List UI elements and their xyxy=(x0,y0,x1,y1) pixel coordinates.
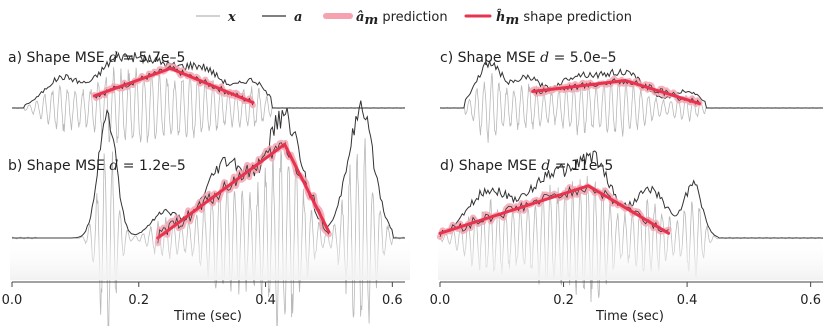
left-x-axis-label: Time (sec) xyxy=(173,309,242,324)
panel-b-title: b) Shape MSE d = 1.2e–5 xyxy=(8,158,186,174)
right-x-axis-label: Time (sec) xyxy=(595,309,664,324)
panel-d xyxy=(437,150,824,303)
left-x-axis: 0.0 0.2 0.4 0.6 Time (sec) xyxy=(2,281,405,324)
am-prediction-core xyxy=(439,185,669,238)
panel-b xyxy=(11,100,406,326)
right-tick-label: 0.0 xyxy=(430,293,451,308)
hm-shape-prediction xyxy=(156,142,331,240)
envelope-a xyxy=(440,59,823,109)
panel-c-title: c) Shape MSE d = 5.0e–5 xyxy=(440,50,617,66)
right-tick-label: 0.6 xyxy=(800,293,821,308)
left-fade xyxy=(10,235,410,280)
left-tick-label: 0.6 xyxy=(382,293,403,308)
panel-c xyxy=(440,59,824,143)
legend-am-label: âm prediction xyxy=(356,10,448,28)
left-tick-label: 0.2 xyxy=(128,293,149,308)
hm-shape-prediction xyxy=(531,79,701,106)
hm-shape-prediction xyxy=(438,184,671,235)
left-tick-label: 0.4 xyxy=(255,293,276,308)
legend: x a âm prediction ĥm shape prediction xyxy=(196,9,632,28)
panel-a-title: a) Shape MSE d = 5.7e–5 xyxy=(8,50,185,66)
right-tick-label: 0.4 xyxy=(677,293,698,308)
right-fade xyxy=(438,235,823,280)
legend-hm-label: ĥm shape prediction xyxy=(496,9,632,28)
legend-x-label: x xyxy=(227,10,236,25)
panel-a xyxy=(11,52,406,144)
hm-shape-prediction xyxy=(92,66,255,104)
left-tick-label: 0.0 xyxy=(2,293,23,308)
envelope-a xyxy=(12,52,405,109)
legend-a-label: a xyxy=(294,10,302,25)
right-tick-label: 0.2 xyxy=(553,293,574,308)
right-x-axis: 0.0 0.2 0.4 0.6 Time (sec) xyxy=(430,281,823,324)
panel-d-title: d) Shape MSE d = 11e–5 xyxy=(440,158,613,174)
